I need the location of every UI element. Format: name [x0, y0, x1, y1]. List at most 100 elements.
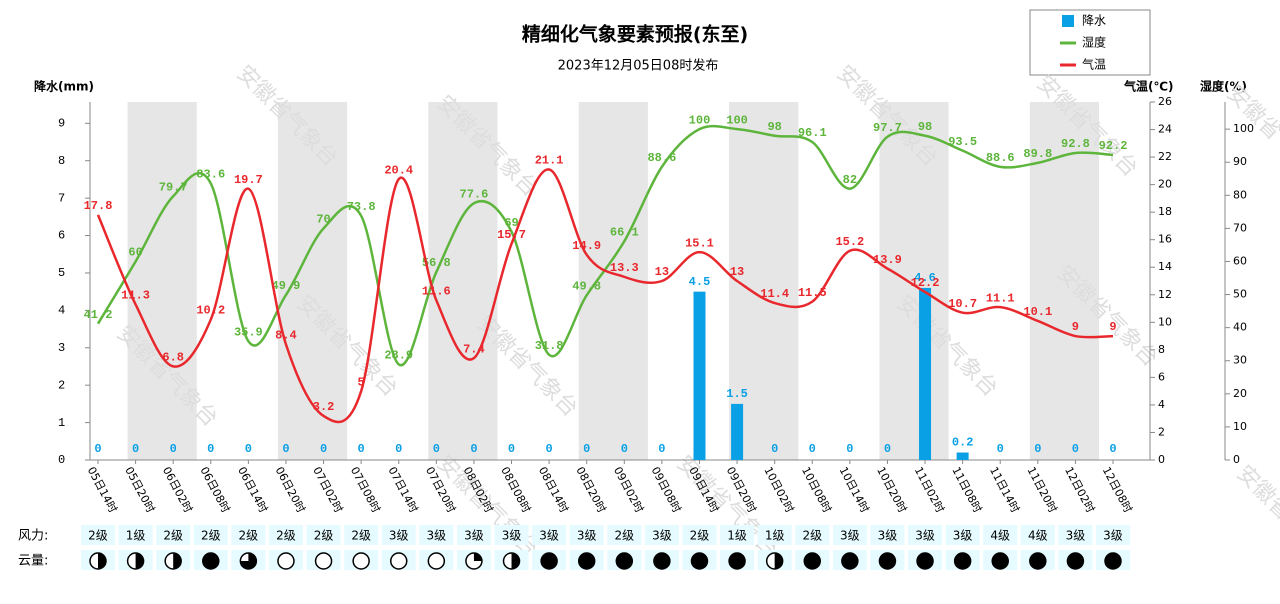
wind-level: 2级 [351, 529, 371, 543]
x-tick-label: 12日02时 [1062, 465, 1097, 515]
data-label: 0 [884, 442, 891, 456]
y3-tick-label: 10 [1233, 420, 1247, 433]
bar [956, 452, 969, 460]
cloud-cover [804, 553, 821, 569]
data-label: 69 [504, 216, 518, 230]
watermark: 安徽省气象台 [1232, 461, 1280, 572]
x-tick-label: 07日02时 [310, 465, 345, 515]
x-tick-label: 10日08时 [799, 465, 834, 515]
x-tick-label: 11日20时 [1025, 465, 1060, 515]
cloud-cover [541, 553, 558, 569]
y-tick-label: 9 [58, 116, 65, 130]
y2-tick-label: 26 [1158, 95, 1172, 108]
legend-swatch [1062, 15, 1074, 27]
data-label: 5 [358, 375, 365, 389]
x-tick-label: 11日02时 [912, 465, 947, 515]
cloud-cover [578, 553, 595, 569]
x-tick-label: 08日14时 [536, 465, 571, 515]
data-label: 0 [433, 442, 440, 456]
wind-cell [419, 525, 454, 545]
data-label: 0 [997, 442, 1004, 456]
cloud-cover [879, 553, 896, 569]
data-label: 3.2 [313, 400, 335, 414]
wind-level: 3级 [878, 529, 898, 543]
y2-tick-label: 8 [1158, 343, 1165, 356]
y-tick-label: 5 [58, 266, 65, 280]
data-label: 11.1 [986, 291, 1015, 305]
wind-cell [908, 525, 943, 545]
wind-cell [494, 525, 529, 545]
data-label: 0 [132, 442, 139, 456]
y3-tick-label: 50 [1233, 288, 1247, 301]
y3-tick-label: 90 [1233, 155, 1247, 168]
y3-tick-label: 70 [1233, 221, 1247, 234]
data-label: 0 [170, 442, 177, 456]
data-label: 7.4 [463, 342, 485, 356]
legend-label: 气温 [1082, 57, 1106, 72]
legend-label: 降水 [1082, 14, 1106, 28]
wind-cell [607, 525, 642, 545]
band [729, 102, 799, 460]
data-label: 11.4 [760, 287, 789, 301]
cloud-cover [202, 553, 219, 569]
x-tick-label: 07日14时 [385, 465, 420, 515]
data-label: 8.4 [275, 329, 297, 343]
wind-level: 2级 [614, 529, 634, 543]
data-label: 19.7 [234, 173, 263, 187]
cloud-cover [1105, 553, 1121, 569]
cloud-cover [653, 553, 670, 569]
cloud-cover [1029, 553, 1046, 569]
y2-tick-label: 0 [1158, 453, 1165, 466]
cloud-cover [616, 553, 633, 569]
legend-box [1029, 9, 1151, 76]
y-tick-label: 8 [58, 154, 65, 168]
x-tick-label: 09日02时 [611, 465, 646, 515]
cloud-cover [917, 553, 934, 569]
data-label: 10.2 [196, 304, 225, 318]
x-tick-label: 06日14时 [235, 465, 270, 515]
cloud-cover [729, 553, 746, 569]
wind-level: 2级 [163, 529, 183, 543]
y-tick-label: 6 [58, 229, 65, 243]
x-tick-label: 05日20时 [122, 465, 157, 515]
wind-cell [81, 525, 115, 545]
wind-cell [193, 525, 228, 545]
wind-cell [381, 525, 416, 545]
data-label: 0 [846, 442, 853, 456]
line [96, 124, 1114, 367]
y-tick-label: 2 [58, 378, 65, 392]
wind-level: 2级 [88, 529, 108, 543]
x-tick-label: 07日08时 [348, 465, 383, 515]
y3-tick-label: 20 [1233, 387, 1247, 400]
wind-level: 4级 [990, 529, 1010, 543]
data-label: 13 [730, 265, 744, 279]
y2-tick-label: 18 [1158, 205, 1172, 218]
x-tick-label: 11日14时 [987, 465, 1022, 515]
wind-level: 3级 [389, 529, 409, 543]
y3-tick-label: 30 [1233, 354, 1247, 367]
wind-level: 3级 [502, 529, 522, 543]
wind-cell [456, 525, 491, 545]
x-tick-label: 08日20时 [573, 465, 608, 515]
x-tick-label: 12日08时 [1100, 465, 1135, 515]
wind-cell [306, 525, 341, 545]
cloud-cover [240, 553, 257, 569]
wind-level: 3级 [915, 529, 935, 543]
data-label: 21.1 [535, 154, 564, 168]
data-label: 13 [655, 265, 669, 279]
data-label: 98 [767, 120, 781, 134]
y3-tick-label: 80 [1233, 188, 1247, 201]
band [428, 102, 498, 460]
wind-cell [569, 525, 604, 545]
cloud-ring [352, 552, 370, 570]
data-label: 100 [689, 113, 711, 127]
data-label: 12.2 [911, 276, 940, 290]
data-label: 93.5 [948, 135, 977, 149]
wind-label: 风力: [18, 529, 48, 544]
data-label: 56.8 [422, 256, 451, 270]
band [277, 102, 348, 460]
wind-level: 2级 [690, 529, 710, 543]
data-label: 1.5 [726, 387, 748, 401]
wind-level: 3级 [539, 529, 559, 543]
